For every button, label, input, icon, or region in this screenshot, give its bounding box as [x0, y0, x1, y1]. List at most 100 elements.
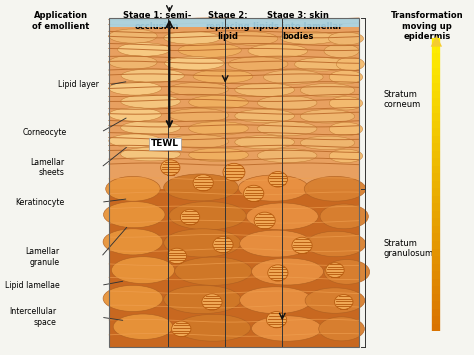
Ellipse shape [121, 147, 181, 161]
Ellipse shape [121, 95, 181, 108]
Ellipse shape [121, 69, 184, 82]
Ellipse shape [264, 70, 323, 84]
Ellipse shape [252, 316, 322, 341]
Circle shape [254, 212, 275, 229]
Circle shape [335, 295, 353, 310]
Circle shape [181, 209, 200, 225]
Ellipse shape [103, 202, 165, 228]
Ellipse shape [320, 204, 368, 229]
Ellipse shape [175, 257, 252, 285]
Ellipse shape [118, 43, 170, 56]
Ellipse shape [336, 57, 365, 71]
Ellipse shape [329, 70, 363, 84]
Ellipse shape [189, 148, 248, 162]
Ellipse shape [257, 122, 317, 136]
Text: Stratum
granulosum: Stratum granulosum [383, 239, 433, 258]
Ellipse shape [328, 32, 364, 45]
Text: Lamellar
granule: Lamellar granule [26, 247, 60, 267]
Ellipse shape [106, 176, 160, 201]
Circle shape [326, 263, 344, 278]
Ellipse shape [235, 109, 294, 123]
Text: Stage 3: skin
lipids into lamellar
bodies: Stage 3: skin lipids into lamellar bodie… [253, 11, 342, 41]
Ellipse shape [103, 285, 163, 312]
Ellipse shape [238, 175, 309, 201]
Ellipse shape [109, 108, 162, 121]
Circle shape [213, 236, 233, 253]
Text: Application
of emollient: Application of emollient [32, 11, 89, 31]
Circle shape [172, 321, 191, 337]
Circle shape [244, 185, 264, 202]
Text: TEWL: TEWL [151, 140, 179, 148]
Ellipse shape [235, 83, 294, 97]
Text: Keratinocyte: Keratinocyte [15, 198, 64, 207]
Circle shape [268, 171, 288, 187]
Ellipse shape [319, 317, 365, 341]
Ellipse shape [103, 229, 163, 255]
Circle shape [292, 237, 312, 253]
Ellipse shape [257, 96, 317, 110]
Ellipse shape [189, 122, 248, 135]
Ellipse shape [304, 176, 366, 201]
Ellipse shape [164, 229, 241, 257]
Ellipse shape [324, 44, 359, 58]
Ellipse shape [300, 136, 355, 149]
Circle shape [266, 312, 287, 328]
Ellipse shape [178, 43, 241, 57]
Ellipse shape [109, 55, 157, 69]
Ellipse shape [329, 97, 363, 110]
Ellipse shape [228, 57, 288, 71]
Bar [109, 18, 359, 189]
Text: Intercellular
space: Intercellular space [9, 307, 56, 327]
Ellipse shape [300, 110, 355, 123]
Ellipse shape [169, 135, 228, 148]
Bar [109, 18, 359, 27]
Text: Corneocyte: Corneocyte [23, 128, 67, 137]
Ellipse shape [164, 32, 221, 44]
Bar [109, 18, 359, 347]
Circle shape [223, 163, 245, 181]
Ellipse shape [113, 314, 173, 339]
Ellipse shape [193, 70, 253, 83]
Ellipse shape [169, 82, 228, 96]
Circle shape [202, 294, 222, 310]
Text: Stage 2:
replacing
lipid: Stage 2: replacing lipid [205, 11, 250, 41]
Text: Stratum
corneum: Stratum corneum [383, 90, 420, 109]
Text: Transformation
moving up
epidermis: Transformation moving up epidermis [391, 11, 464, 41]
Ellipse shape [240, 230, 312, 257]
Bar [109, 189, 359, 347]
Ellipse shape [252, 258, 324, 285]
Text: Lipid lamellae: Lipid lamellae [5, 281, 60, 290]
Ellipse shape [121, 121, 181, 134]
Ellipse shape [240, 287, 312, 313]
Ellipse shape [164, 174, 238, 201]
Ellipse shape [246, 203, 318, 230]
Ellipse shape [305, 288, 365, 313]
Ellipse shape [235, 135, 294, 149]
Circle shape [268, 265, 288, 281]
Ellipse shape [257, 148, 317, 163]
Ellipse shape [248, 44, 308, 58]
Ellipse shape [164, 285, 241, 313]
Ellipse shape [189, 95, 248, 109]
Ellipse shape [300, 83, 355, 97]
Text: Stage 1: semi-
occlusion: Stage 1: semi- occlusion [123, 11, 191, 31]
Ellipse shape [306, 231, 366, 257]
Ellipse shape [176, 314, 251, 341]
Ellipse shape [109, 82, 162, 95]
Circle shape [193, 175, 213, 191]
Ellipse shape [169, 109, 228, 122]
Ellipse shape [329, 122, 363, 136]
Ellipse shape [111, 257, 175, 284]
Ellipse shape [164, 56, 224, 70]
Text: Lipid layer: Lipid layer [58, 80, 99, 89]
Text: Lamellar
sheets: Lamellar sheets [30, 158, 64, 177]
Ellipse shape [169, 202, 246, 230]
Circle shape [167, 248, 187, 264]
Ellipse shape [109, 134, 162, 147]
Ellipse shape [329, 149, 363, 163]
Ellipse shape [280, 32, 337, 44]
Ellipse shape [109, 29, 157, 43]
Circle shape [161, 160, 180, 175]
Ellipse shape [324, 260, 370, 284]
Ellipse shape [225, 32, 278, 45]
